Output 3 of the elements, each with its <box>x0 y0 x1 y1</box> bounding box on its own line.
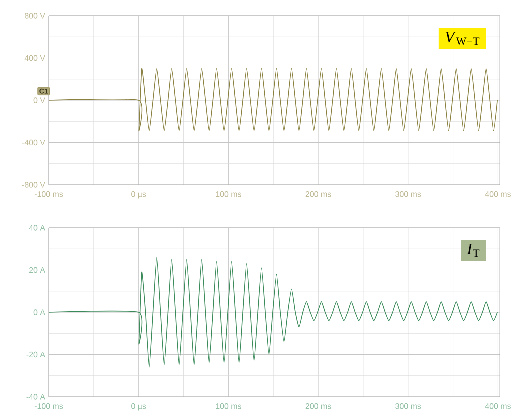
annotation: I$_{T}$ <box>467 244 480 258</box>
line-series <box>49 257 498 368</box>
annotation: V$_{W−T}$ <box>446 32 480 46</box>
